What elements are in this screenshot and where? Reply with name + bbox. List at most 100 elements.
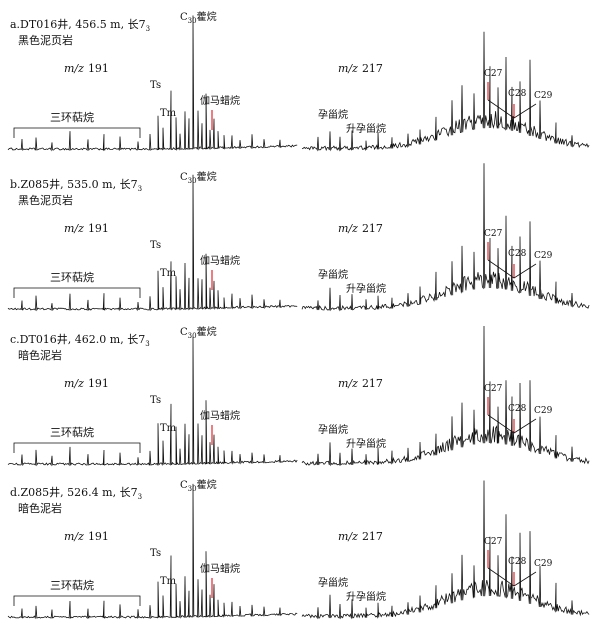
- label-part: Tm: [160, 108, 177, 119]
- label-part: C: [180, 12, 188, 23]
- tricyclic-bracket: [13, 287, 141, 298]
- homopregnane-label: 升孕甾烷: [346, 590, 386, 603]
- trace-mz217: [301, 31, 590, 152]
- ts-label: Ts: [150, 240, 161, 251]
- mz217-label: m/z 217: [338, 222, 383, 235]
- ts-label: Ts: [150, 395, 161, 406]
- label-part: C: [180, 172, 188, 183]
- label-part: Tm: [160, 423, 177, 434]
- label-part: 217: [362, 530, 383, 543]
- label-part: 孕甾烷: [318, 268, 348, 281]
- label-part: C29: [534, 559, 553, 569]
- tm-label: Tm: [160, 268, 177, 279]
- sterane-connector: [487, 99, 537, 119]
- homopregnane-label: 升孕甾烷: [346, 122, 386, 135]
- label-part: 黑色泥页岩: [18, 33, 73, 47]
- label-part: 217: [362, 377, 383, 390]
- label-part: Tm: [160, 576, 177, 587]
- label-part: 藿烷: [197, 170, 217, 183]
- pregnane-label: 孕甾烷: [318, 423, 348, 436]
- sample-caption: c.DT016井, 462.0 m, 长73: [10, 332, 150, 348]
- label-part: 升孕甾烷: [346, 122, 386, 135]
- label-part: c.DT016井, 462.0 m, 长7: [10, 332, 145, 346]
- label-part: 191: [88, 377, 109, 390]
- label-part: b.Z085井, 535.0 m, 长7: [10, 177, 138, 191]
- label-part: 伽马蜡烷: [200, 94, 240, 107]
- label-part: C28: [508, 557, 527, 567]
- label-part: 217: [362, 222, 383, 235]
- sterane-connector: [487, 259, 537, 279]
- sample-lithology: 暗色泥岩: [18, 501, 62, 515]
- homopregnane-label: 升孕甾烷: [346, 282, 386, 295]
- label-part: 三环萜烷: [50, 425, 94, 439]
- sample-lithology: 黑色泥页岩: [18, 33, 73, 47]
- label-part: C29: [534, 251, 553, 261]
- mz217-label: m/z 217: [338, 62, 383, 75]
- label-part: m/z: [338, 222, 358, 235]
- label-part: Ts: [150, 395, 161, 406]
- homopregnane-label: 升孕甾烷: [346, 437, 386, 450]
- label-part: m/z: [338, 377, 358, 390]
- label-part: Ts: [150, 240, 161, 251]
- sterane-connector: [487, 414, 537, 434]
- label-part: 30: [188, 17, 197, 25]
- label-part: 3: [138, 493, 142, 501]
- label-part: 217: [362, 62, 383, 75]
- label-part: C27: [484, 384, 503, 394]
- sample-caption: d.Z085井, 526.4 m, 长73: [10, 485, 142, 501]
- c30-hopane-label: C30藿烷: [180, 170, 217, 185]
- label-part: 孕甾烷: [318, 108, 348, 121]
- label-part: 191: [88, 222, 109, 235]
- c28-label: C28: [508, 249, 527, 259]
- trace-mz217: [301, 163, 590, 312]
- sterane-connector: [487, 567, 537, 587]
- label-part: 3: [145, 340, 149, 348]
- sample-lithology: 暗色泥岩: [18, 348, 62, 362]
- label-part: C27: [484, 537, 503, 547]
- label-part: C28: [508, 404, 527, 414]
- label-part: C28: [508, 249, 527, 259]
- tricyclic-label: 三环萜烷: [50, 425, 94, 439]
- label-part: 升孕甾烷: [346, 590, 386, 603]
- label-part: m/z: [64, 530, 84, 543]
- tricyclic-label: 三环萜烷: [50, 110, 94, 124]
- label-part: m/z: [64, 377, 84, 390]
- c27-label: C27: [484, 69, 503, 79]
- label-part: m/z: [64, 62, 84, 75]
- label-part: 暗色泥岩: [18, 348, 62, 362]
- label-part: 三环萜烷: [50, 110, 94, 124]
- c28-label: C28: [508, 89, 527, 99]
- sample-caption: a.DT016井, 456.5 m, 长73: [10, 17, 150, 33]
- label-part: 黑色泥页岩: [18, 193, 73, 207]
- gammacerane-label: 伽马蜡烷: [200, 94, 240, 107]
- tm-label: Tm: [160, 423, 177, 434]
- label-part: C29: [534, 406, 553, 416]
- pregnane-label: 孕甾烷: [318, 108, 348, 121]
- label-part: 藿烷: [197, 325, 217, 338]
- gammacerane-label: 伽马蜡烷: [200, 562, 240, 575]
- label-part: 藿烷: [197, 10, 217, 23]
- label-part: 升孕甾烷: [346, 282, 386, 295]
- mz217-label: m/z 217: [338, 377, 383, 390]
- mz191-label: m/z 191: [64, 222, 109, 235]
- mz191-label: m/z 191: [64, 62, 109, 75]
- c29-label: C29: [534, 559, 553, 569]
- tricyclic-bracket: [13, 127, 141, 138]
- pregnane-label: 孕甾烷: [318, 576, 348, 589]
- label-part: 191: [88, 530, 109, 543]
- tricyclic-label: 三环萜烷: [50, 270, 94, 284]
- mz191-label: m/z 191: [64, 530, 109, 543]
- trace-mz191: [7, 336, 298, 467]
- gammacerane-label: 伽马蜡烷: [200, 254, 240, 267]
- c27-label: C27: [484, 229, 503, 239]
- label-part: 191: [88, 62, 109, 75]
- ts-label: Ts: [150, 548, 161, 559]
- label-part: 伽马蜡烷: [200, 562, 240, 575]
- label-part: 30: [188, 332, 197, 340]
- trace-mz217: [301, 480, 590, 620]
- c27-label: C27: [484, 537, 503, 547]
